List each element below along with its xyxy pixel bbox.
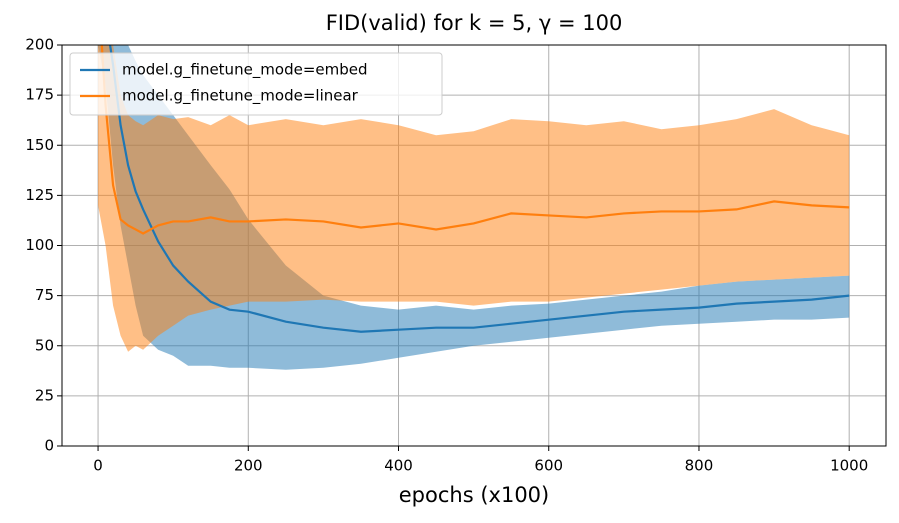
legend: model.g_finetune_mode=embed model.g_finet… [69,52,443,116]
y-tick-label: 75 [35,286,54,304]
axes: 0 25 50 75 100 125 150 175 200 0 200 400 600 800 1000 [25,36,868,475]
x-tick-label: 200 [234,457,263,475]
plot-area [98,45,850,370]
band [98,45,850,352]
y-tick-label: 200 [25,36,54,54]
y-tick-label: 25 [35,386,54,404]
line [108,45,850,333]
chart-title: FID(valid) for k = 5, γ = 100 [326,11,623,35]
legend-label: model.g_finetune_mode=linear [122,87,359,106]
x-tick-label: 800 [685,457,714,475]
y-tick-label: 0 [44,437,54,455]
y-tick-label: 100 [25,236,54,254]
y-tick-label: 175 [25,86,54,104]
x-tick-label: 600 [534,457,563,475]
line [100,45,850,235]
y-tick-label: 125 [25,186,54,204]
y-tick-label: 50 [35,336,54,354]
y-tick-label: 150 [25,136,54,154]
x-tick-label: 0 [93,457,103,475]
x-tick-label: 1000 [830,457,868,475]
legend-box [69,52,443,116]
x-axis-label: epochs (x100) [399,483,549,507]
legend-label: model.g_finetune_mode=embed [122,61,368,80]
x-tick-label: 400 [384,457,413,475]
